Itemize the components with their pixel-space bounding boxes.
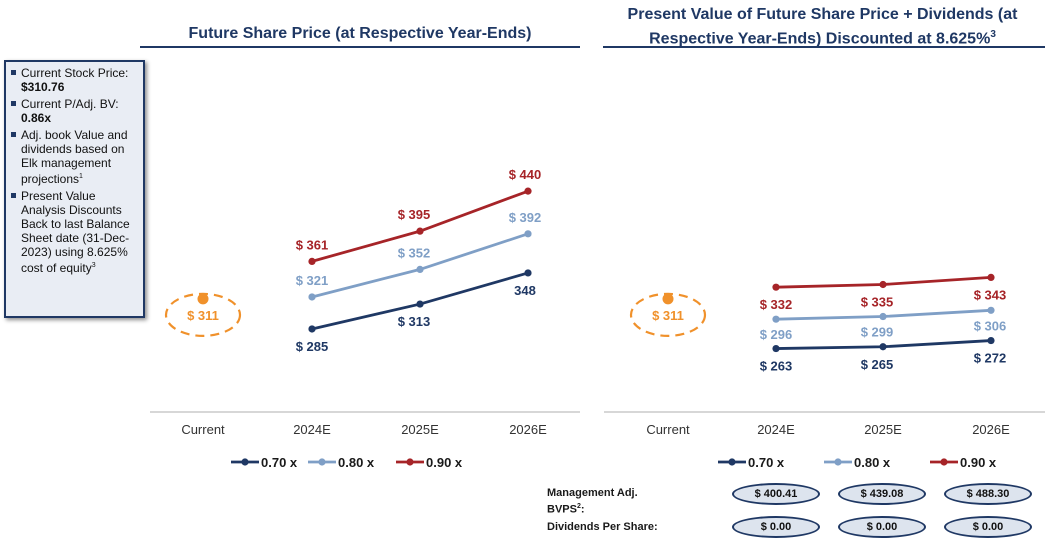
left-label-090x-2: $ 440 [509, 167, 542, 182]
right-label-080x-2: $ 306 [974, 318, 1007, 333]
bvps-colon: : [580, 503, 585, 516]
right-point-080x-0 [772, 315, 780, 323]
left-title-rule [140, 46, 580, 48]
right-label-090x-1: $ 335 [861, 295, 894, 310]
assumption-stock-price: Current Stock Price: $310.76 [11, 66, 139, 94]
left-tick-2026E: 2026E [509, 422, 547, 437]
right-legend-marker-1 [834, 458, 842, 466]
stock-price-label: Current Stock Price: [21, 66, 129, 80]
right-point-090x-0 [772, 283, 780, 291]
left-point-090x-0 [308, 257, 316, 265]
left-tick-Current: Current [181, 422, 225, 437]
right-label-070x-1: $ 265 [861, 357, 894, 372]
left-label-070x-1: $ 313 [398, 314, 431, 329]
right-legend-marker-2 [940, 458, 948, 466]
left-current-label: $ 311 [187, 308, 219, 323]
bullet-square-icon [11, 193, 16, 198]
right-current-label: $ 311 [652, 308, 684, 323]
left-label-070x-0: $ 285 [296, 339, 329, 354]
bvps-2024: $ 400.41 [732, 483, 820, 505]
right-label-070x-2: $ 272 [974, 351, 1007, 366]
right-legend-marker-0 [728, 458, 736, 466]
pbv-value: 0.86x [21, 111, 52, 125]
right-label-090x-0: $ 332 [760, 297, 793, 312]
right-tick-2026E: 2026E [972, 422, 1010, 437]
right-point-070x-1 [879, 343, 887, 351]
right-current-point [662, 293, 674, 305]
stock-price-value: $310.76 [21, 80, 65, 94]
present-value-footnote: 3 [91, 262, 96, 269]
left-legend-marker-1 [318, 458, 326, 466]
left-point-070x-0 [308, 325, 316, 333]
left-tick-2025E: 2025E [401, 422, 439, 437]
bullet-square-icon [11, 101, 16, 106]
left-legend-label-1: 0.80 x [338, 455, 375, 470]
left-label-080x-2: $ 392 [509, 210, 542, 225]
right-point-070x-2 [987, 336, 995, 345]
bvps-label: Management Adj. BVPS2: [547, 487, 677, 517]
right-label-080x-0: $ 296 [760, 327, 793, 342]
assumption-pbv: Current P/Adj. BV: 0.86x [11, 97, 139, 125]
assumption-book-value: Adj. book Value and dividends based on E… [11, 128, 139, 186]
left-legend-label-2: 0.90 x [426, 455, 463, 470]
dps-label: Dividends Per Share: [547, 521, 658, 533]
bvps-footnote: 2 [576, 503, 581, 510]
book-value-footnote: 1 [79, 173, 83, 180]
bvps-label-text: Management Adj. BVPS [547, 487, 638, 516]
right-point-080x-2 [987, 306, 995, 314]
dps-2026: $ 0.00 [944, 516, 1032, 538]
assumption-present-value: Present Value Analysis Discounts Back to… [11, 189, 139, 275]
left-point-080x-0 [308, 293, 316, 301]
left-point-090x-1 [416, 227, 424, 235]
right-title-rule [603, 46, 1045, 48]
right-label-080x-1: $ 299 [861, 325, 894, 340]
right-label-070x-0: $ 263 [760, 359, 793, 374]
present-value-text: Present Value Analysis Discounts Back to… [21, 189, 130, 275]
left-label-080x-0: $ 321 [296, 273, 329, 288]
right-title-line1: Present Value of Future Share Price + Di… [627, 6, 1018, 23]
left-legend-label-0: 0.70 x [261, 455, 298, 470]
left-point-070x-1 [416, 300, 424, 308]
left-label-090x-1: $ 395 [398, 207, 431, 222]
left-point-090x-2 [524, 187, 532, 195]
pbv-label: Current P/Adj. BV: [21, 97, 119, 111]
left-legend-marker-0 [241, 458, 249, 466]
left-current-point [197, 293, 209, 305]
left-chart-title: Future Share Price (at Respective Year-E… [188, 25, 532, 42]
assumptions-box: Current Stock Price: $310.76 Current P/Ad… [4, 60, 145, 318]
dps-2024: $ 0.00 [732, 516, 820, 538]
left-point-070x-2 [524, 269, 532, 277]
right-tick-2025E: 2025E [864, 422, 902, 437]
left-legend-marker-2 [406, 458, 414, 466]
left-point-080x-2 [524, 230, 532, 238]
right-point-090x-1 [879, 280, 887, 289]
right-title-footnote: 3 [990, 29, 996, 40]
right-legend-label-0: 0.70 x [748, 455, 785, 470]
left-label-090x-0: $ 361 [296, 237, 329, 252]
right-legend-label-1: 0.80 x [854, 455, 891, 470]
right-point-070x-0 [772, 344, 780, 353]
bullet-square-icon [11, 132, 16, 137]
right-chart-title: Present Value of Future Share Price + Di… [600, 5, 1045, 49]
bullet-square-icon [11, 70, 16, 75]
right-point-090x-2 [987, 273, 995, 282]
right-tick-Current: Current [646, 422, 690, 437]
left-label-080x-1: $ 352 [398, 245, 431, 260]
left-label-070x-2: 348 [514, 283, 536, 298]
dps-2025: $ 0.00 [838, 516, 926, 538]
right-point-080x-1 [879, 312, 887, 321]
book-value-text: Adj. book Value and dividends based on E… [21, 128, 128, 186]
right-label-090x-2: $ 343 [974, 287, 1007, 302]
bvps-2025: $ 439.08 [838, 483, 926, 505]
left-line-080x [311, 232, 529, 299]
bvps-2026: $ 488.30 [944, 483, 1032, 505]
right-title-line2: Respective Year-Ends) Discounted at 8.62… [649, 30, 991, 48]
right-legend-label-2: 0.90 x [960, 455, 997, 470]
left-point-080x-1 [416, 265, 424, 273]
right-tick-2024E: 2024E [757, 422, 795, 437]
left-tick-2024E: 2024E [293, 422, 331, 437]
